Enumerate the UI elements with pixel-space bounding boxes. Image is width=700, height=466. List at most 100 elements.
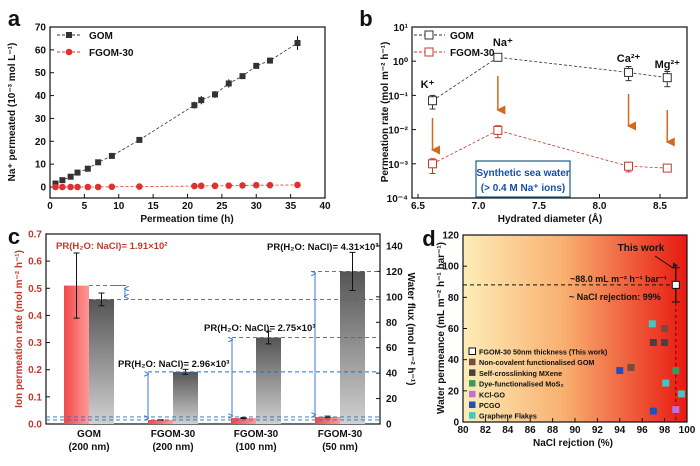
gradient-background [463, 235, 687, 422]
annotation-text: Synthetic sea water [476, 168, 569, 179]
x-tick-label: 90 [569, 425, 581, 436]
data-point [662, 379, 670, 387]
right-y-tick-label: 80 [386, 318, 398, 329]
x-tick-label: 98 [659, 425, 671, 436]
y-tick-label: 10 [35, 160, 47, 171]
data-point-circle [239, 182, 246, 189]
x-tick-label: 5 [82, 201, 88, 212]
x-axis-label: Permeation time (h) [140, 214, 233, 225]
panel-label-c: c [8, 224, 20, 249]
y-tick-label: 80 [448, 293, 460, 304]
legend-label: Self-crosslinking MXene [479, 369, 562, 378]
data-point-circle [252, 181, 260, 189]
x-tick-label: 88 [547, 425, 559, 436]
data-point-circle [191, 182, 198, 190]
data-point-circle [294, 181, 301, 189]
data-point-square [198, 97, 205, 104]
rejection-annotation: ~ NaCl rejection: 99% [569, 292, 661, 302]
data-point [648, 320, 656, 328]
x-tick-label: 8.5 [653, 201, 667, 212]
data-point [677, 390, 685, 398]
x-axis-label: NaCl rejction (%) [533, 438, 613, 449]
x-tick-label: 94 [614, 425, 626, 436]
x-tick-label: 0 [47, 201, 53, 212]
pr-annotation: PR(H₂O: NaCl)= 4.31×10³ [267, 242, 378, 253]
right-y-tick-label: 0 [386, 420, 392, 431]
legend-label: Dye-functionalised MoS₂ [479, 380, 564, 389]
right-y-tick-label: 100 [386, 292, 403, 303]
x-tick-label: 15 [148, 201, 160, 212]
data-point-circle [211, 182, 219, 190]
y-tick-label: 10⁻¹ [388, 91, 408, 102]
data-point-circle [74, 183, 81, 191]
annotation-box [475, 160, 571, 198]
legend-label: Graphene Flakes [479, 412, 537, 421]
x-tick-label: 100 [679, 425, 696, 436]
y-tick-label: 60 [448, 324, 460, 335]
y-tick-label: 100 [442, 262, 459, 273]
data-point-square [95, 159, 102, 166]
y-tick-label: 0 [453, 418, 459, 429]
y-tick-label: 10⁻⁴ [387, 194, 408, 205]
x-tick-label: 80 [457, 425, 469, 436]
legend-marker [424, 47, 434, 57]
data-point-square [239, 73, 246, 80]
x-tick-label: 35 [285, 201, 297, 212]
legend-marker [424, 30, 434, 40]
ion-permeation-bar [231, 418, 256, 424]
category-label: FGOM-30 [318, 429, 363, 440]
left-y-tick-label: 0.3 [28, 338, 42, 349]
y-tick-label: 20 [35, 137, 47, 148]
y-tick-label: 120 [442, 231, 459, 242]
x-tick-label: 40 [319, 201, 331, 212]
panel-c-axes [45, 233, 381, 425]
data-point [616, 367, 624, 375]
data-point-square [136, 136, 143, 143]
category-label: FGOM-30 [151, 429, 196, 440]
panel-label-d: d [422, 226, 435, 251]
data-point-square [225, 80, 232, 87]
permeance-annotation: ~88.0 mL m⁻² h⁻¹ bar⁻¹ [570, 274, 667, 284]
data-point-circle [108, 183, 116, 191]
y-tick-label: 10⁰ [393, 57, 408, 68]
y-axis-label: Water permeance (mL m⁻² h⁻¹ bar⁻¹) [436, 242, 447, 414]
legend-label: FGOM-30 [89, 48, 134, 59]
data-point-square [52, 180, 59, 187]
water-flux-bar [340, 271, 365, 424]
data-point-circle [52, 183, 59, 191]
data-point-square [59, 177, 66, 184]
this-work-arrow [654, 255, 679, 269]
left-y-tick-label: 0.4 [28, 311, 42, 322]
panel-label-b: b [359, 6, 372, 31]
data-point-circle [225, 182, 233, 189]
x-tick-label: 8.0 [593, 201, 607, 212]
x-tick-label: 7.5 [532, 201, 546, 212]
legend-label: PCGO [479, 401, 501, 410]
legend-label: Non-covalent functionalised GOM [479, 358, 594, 367]
data-point-open-square [493, 125, 503, 135]
data-point-square [191, 102, 198, 109]
x-tick-label: 7.0 [472, 201, 486, 212]
legend-label: FGOM-30 [450, 48, 495, 59]
y-tick-label: 50 [35, 68, 47, 79]
y-axis-label: Na⁺ permeated (10⁻³ mol L⁻¹) [7, 43, 18, 182]
data-point-open-square [428, 96, 438, 106]
y-tick-label: 60 [35, 45, 47, 56]
data-point [661, 325, 669, 332]
legend-marker [469, 401, 476, 408]
left-y-tick-label: 0.5 [28, 284, 42, 295]
y-tick-label: 40 [448, 355, 460, 366]
x-tick-label: 96 [637, 425, 649, 436]
data-point-open-square [428, 159, 438, 169]
data-point-square [67, 173, 74, 180]
series-line-FGOM-30 [432, 129, 668, 169]
x-tick-label: 20 [182, 201, 194, 212]
y-tick-label: 10⁻³ [388, 160, 408, 171]
x-tick-label: 6.5 [411, 201, 425, 212]
panel-label-a: a [8, 6, 21, 31]
left-y-axis-label: Ion permeation rate (mol m⁻² h⁻¹) [14, 250, 25, 408]
data-point-open-square [662, 73, 672, 83]
data-point-square [74, 169, 81, 176]
category-label: (50 nm) [322, 442, 358, 453]
